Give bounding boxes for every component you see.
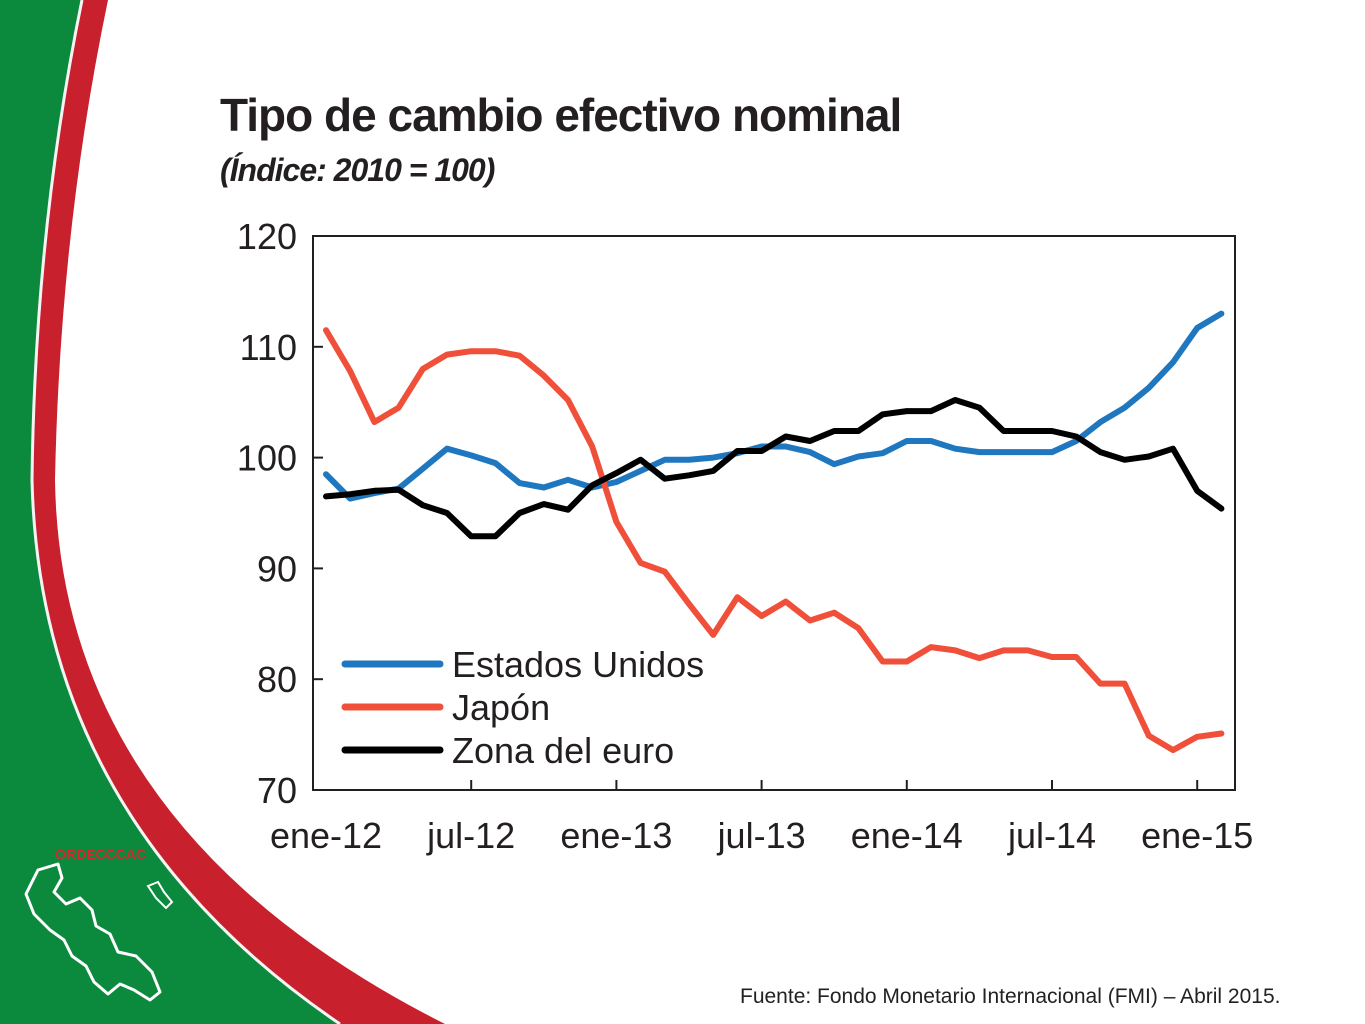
plot-frame xyxy=(312,235,1236,791)
y-tick-label: 110 xyxy=(240,327,297,368)
x-tick-label: jul-13 xyxy=(717,815,806,856)
legend-label: Zona del euro xyxy=(452,730,674,771)
red-swoosh xyxy=(0,0,445,1024)
island-icon xyxy=(146,880,174,910)
y-tick-label: 100 xyxy=(237,438,297,479)
x-tick-label: ene-13 xyxy=(560,815,672,856)
series-line-1 xyxy=(323,327,1225,754)
white-divider xyxy=(30,0,341,1024)
organization-logo: ORDECCCAC xyxy=(24,846,174,1002)
y-tick-label: 80 xyxy=(257,659,297,700)
legend-label: Estados Unidos xyxy=(452,644,704,685)
series-line-0 xyxy=(323,310,1225,502)
x-tick-label: jul-12 xyxy=(426,815,515,856)
x-tick-label: ene-12 xyxy=(270,815,382,856)
y-tick-label: 90 xyxy=(257,548,297,589)
chart-title: Tipo de cambio efectivo nominal xyxy=(220,89,901,141)
legend-label: Japón xyxy=(452,687,550,728)
map-icon xyxy=(24,862,162,1002)
source-note: Fuente: Fondo Monetario Internacional (F… xyxy=(740,985,1281,1008)
series-lines xyxy=(323,310,1225,754)
logo-text: ORDECCCAC xyxy=(55,846,146,862)
green-band xyxy=(0,0,340,1024)
x-tick-label: ene-14 xyxy=(851,815,963,856)
y-tick-label: 120 xyxy=(237,216,297,257)
x-tick-label: ene-15 xyxy=(1141,815,1253,856)
chart-subtitle: (Índice: 2010 = 100) xyxy=(220,152,495,188)
series-line-2 xyxy=(323,397,1225,540)
axes: 70 80 90 100 110 120 ene-12 jul-12 ene-13 jul-13 e… xyxy=(237,216,1253,856)
x-tick-label: jul-14 xyxy=(1007,815,1096,856)
y-tick-label: 70 xyxy=(257,770,297,811)
